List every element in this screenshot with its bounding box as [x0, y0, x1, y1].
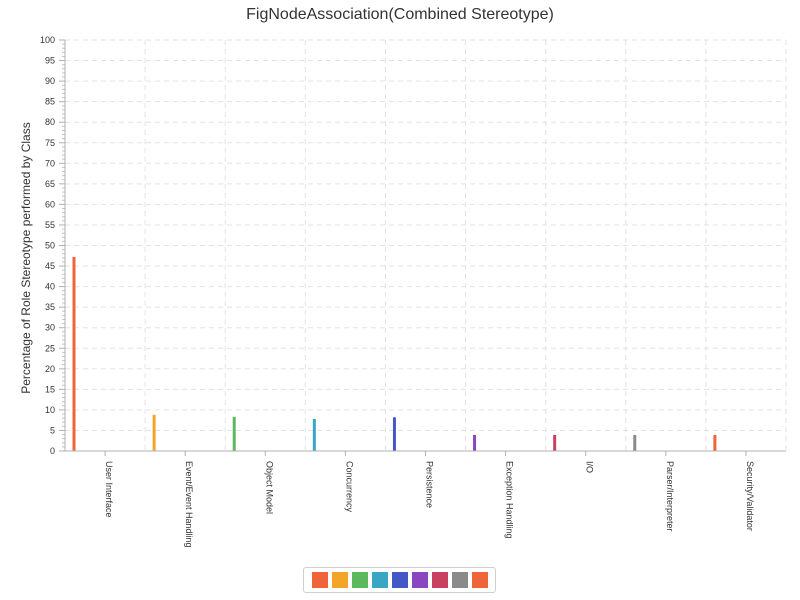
y-tick-label: 80: [45, 117, 55, 127]
y-axis: 0 5 10 15 20 25 30 35 40 45 50 55 60 65 70 75 80 85 90 95 10…: [40, 35, 66, 456]
legend-swatch: [431, 572, 448, 588]
x-tick-label: Persistence: [425, 461, 435, 508]
bar: [392, 417, 396, 451]
y-tick-label: 65: [45, 179, 55, 189]
x-tick-label: Event/Event Handling: [184, 461, 194, 548]
x-tick-label: Object Model: [264, 461, 274, 514]
y-tick-label: 5: [50, 425, 55, 435]
y-tick-label: 10: [45, 405, 55, 415]
legend-swatch: [331, 572, 348, 588]
bar: [232, 416, 236, 451]
x-tick-label: Security/Validator: [745, 461, 755, 531]
legend-swatch: [411, 572, 428, 588]
bar: [553, 434, 557, 451]
y-tick-label: 25: [45, 343, 55, 353]
bars: [72, 257, 717, 451]
y-tick-label: 30: [45, 323, 55, 333]
y-tick-label: 0: [50, 446, 55, 456]
grid: [65, 39, 787, 451]
y-tick-label: 20: [45, 364, 55, 374]
legend-swatch: [451, 572, 468, 588]
y-tick-label: 75: [45, 138, 55, 148]
y-tick-label: 100: [40, 35, 55, 45]
y-tick-label: 15: [45, 384, 55, 394]
x-tick-label: Exception Handling: [505, 461, 515, 539]
x-tick-label: Concurrency: [344, 461, 354, 513]
legend-swatch: [371, 572, 388, 588]
bar: [633, 434, 637, 451]
legend-swatch: [391, 572, 408, 588]
bar: [713, 434, 717, 451]
y-tick-label: 55: [45, 220, 55, 230]
y-tick-label: 70: [45, 158, 55, 168]
x-tick-label: I/O: [585, 461, 595, 473]
x-tick-label: Parser/Interpreter: [665, 461, 675, 532]
chart-title: FigNodeAssociation(Combined Stereotype): [246, 6, 554, 23]
x-tick-label: User Interface: [104, 461, 114, 518]
bar: [473, 434, 477, 451]
legend-swatch: [311, 572, 328, 588]
y-tick-label: 40: [45, 282, 55, 292]
bar: [152, 414, 156, 451]
y-tick-label: 35: [45, 302, 55, 312]
y-tick-label: 90: [45, 76, 55, 86]
legend-swatch: [351, 572, 368, 588]
y-tick-label: 60: [45, 199, 55, 209]
x-axis: User Interface Event/Event Handling Object…: [65, 450, 786, 548]
y-tick-label: 95: [45, 56, 55, 66]
bar: [312, 418, 316, 451]
y-tick-label: 45: [45, 261, 55, 271]
y-tick-label: 50: [45, 241, 55, 251]
legend-swatch: [471, 572, 488, 588]
legend: [303, 567, 496, 593]
bar: [72, 257, 76, 451]
y-tick-label: 85: [45, 97, 55, 107]
